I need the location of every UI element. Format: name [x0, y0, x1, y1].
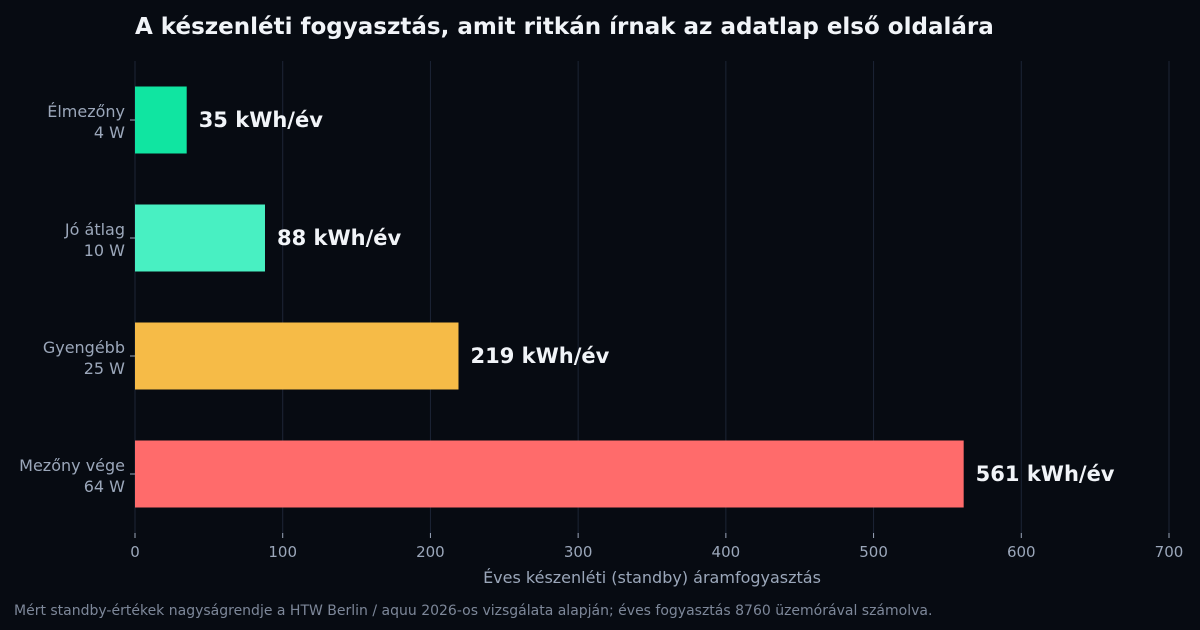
x-axis-label: Éves készenléti (standby) áramfogyasztás	[483, 568, 821, 587]
category-power-label: 4 W	[94, 123, 125, 142]
x-tick-label: 500	[859, 543, 888, 561]
category-power-label: 25 W	[84, 359, 125, 378]
x-tick-label: 100	[268, 543, 297, 561]
bar	[135, 322, 459, 390]
footnote: Mért standby-értékek nagyságrendje a HTW…	[14, 603, 933, 619]
bar	[135, 440, 964, 508]
bar-chart: 0 100 200 300 400 500 600 700 35 kWh/év 88 kWh/é…	[19, 61, 1183, 587]
bar-value-label: 219 kWh/év	[470, 344, 609, 368]
x-tick-label: 200	[416, 543, 445, 561]
bar-value-label: 561 kWh/év	[976, 462, 1115, 486]
bar-value-label: 88 kWh/év	[277, 226, 402, 250]
category-labels: Élmezőny 4 W Jó átlag 10 W Gyengébb 25 W Mezőn…	[19, 102, 135, 496]
x-tick-label: 0	[130, 543, 140, 561]
category-power-label: 64 W	[84, 477, 125, 496]
category-label: Mezőny vége	[19, 456, 125, 475]
category-label: Jó átlag	[64, 220, 125, 239]
chart-title: A készenléti fogyasztás, amit ritkán írn…	[135, 14, 994, 40]
bar-value-label: 35 kWh/év	[199, 108, 324, 132]
category-label: Gyengébb	[43, 338, 125, 357]
x-axis: 0 100 200 300 400 500 600 700	[130, 533, 1183, 561]
category-power-label: 10 W	[84, 241, 125, 260]
bars: 35 kWh/év 88 kWh/év 219 kWh/év 561 kWh/év	[135, 86, 1115, 508]
x-tick-label: 300	[564, 543, 593, 561]
x-tick-label: 400	[712, 543, 741, 561]
bar	[135, 204, 265, 272]
x-tick-label: 600	[1007, 543, 1036, 561]
category-label: Élmezőny	[47, 102, 125, 121]
x-tick-label: 700	[1155, 543, 1184, 561]
bar	[135, 86, 187, 154]
